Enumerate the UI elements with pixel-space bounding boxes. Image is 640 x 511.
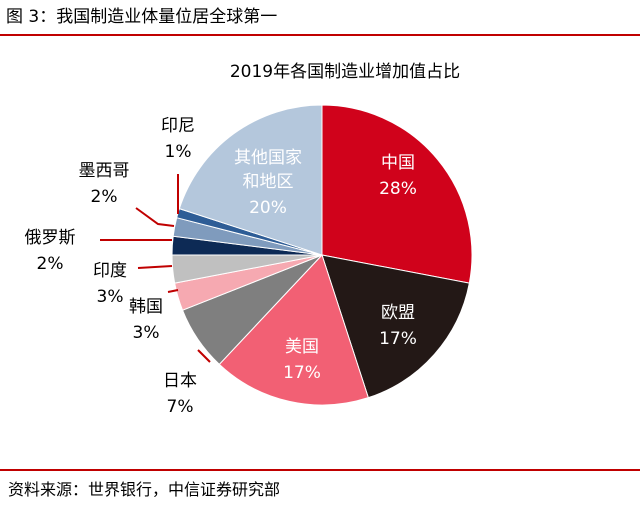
- slice-name-label: 和地区: [243, 172, 294, 192]
- pie-slice-3: [218, 254, 369, 406]
- slice-value-label: 7%: [167, 397, 194, 417]
- slice-value-label: 3%: [97, 287, 124, 307]
- leader-lines: [100, 174, 211, 363]
- source-note: 资料来源：世界银行，中信证券研究部: [8, 480, 281, 499]
- pie-slices: [171, 104, 473, 406]
- pie-slice-2: [321, 254, 470, 399]
- slice-value-label: 2%: [91, 187, 118, 207]
- leader-line: [137, 265, 173, 269]
- slice-value-label: 3%: [133, 323, 160, 343]
- slice-name-label: 美国: [285, 337, 319, 357]
- slice-value-label: 1%: [165, 142, 192, 162]
- chart-title: 2019年各国制造业增加值占比: [230, 62, 460, 82]
- slice-name-label: 中国: [381, 153, 415, 173]
- slice-labels: 中国28%欧盟17%美国17%日本7%韩国3%印度3%俄罗斯2%墨西哥2%印尼1…: [25, 116, 417, 417]
- pie-slice-1: [321, 104, 473, 284]
- slice-name-label: 俄罗斯: [25, 228, 76, 248]
- slice-value-label: 20%: [249, 198, 287, 218]
- slice-value-label: 2%: [37, 254, 64, 274]
- top-divider: [0, 34, 640, 36]
- leader-line: [135, 207, 175, 227]
- pie-slice-10: [178, 104, 323, 256]
- slice-name-label: 印尼: [161, 116, 195, 136]
- figure-title: 图 3：我国制造业体量位居全球第一: [6, 7, 278, 27]
- slice-name-label: 印度: [93, 261, 127, 281]
- leader-line: [197, 349, 211, 363]
- slice-name-label: 日本: [163, 371, 197, 391]
- leader-line: [167, 289, 179, 293]
- slice-value-label: 17%: [379, 329, 417, 349]
- slice-name-label: 其他国家: [234, 148, 302, 168]
- bottom-divider: [0, 469, 640, 471]
- slice-name-label: 韩国: [129, 297, 163, 317]
- slice-name-label: 墨西哥: [79, 161, 130, 181]
- slice-name-label: 欧盟: [381, 303, 415, 323]
- slice-value-label: 17%: [283, 363, 321, 383]
- slice-value-label: 28%: [379, 179, 417, 199]
